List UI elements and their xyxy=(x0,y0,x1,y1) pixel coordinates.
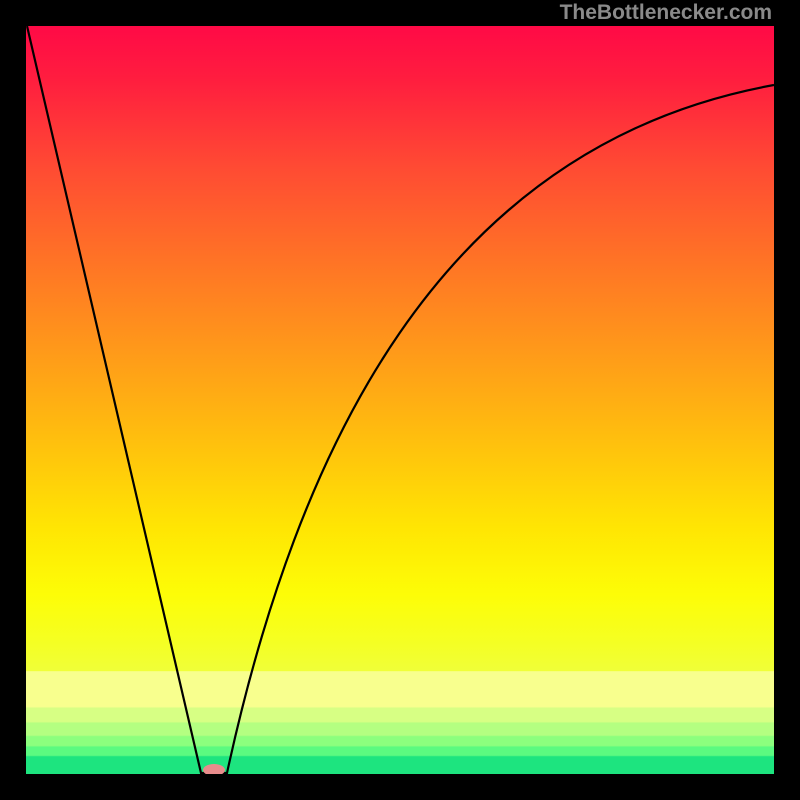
gradient-background xyxy=(26,26,774,774)
plot-area xyxy=(26,26,774,774)
watermark-text: TheBottlenecker.com xyxy=(560,1,772,25)
